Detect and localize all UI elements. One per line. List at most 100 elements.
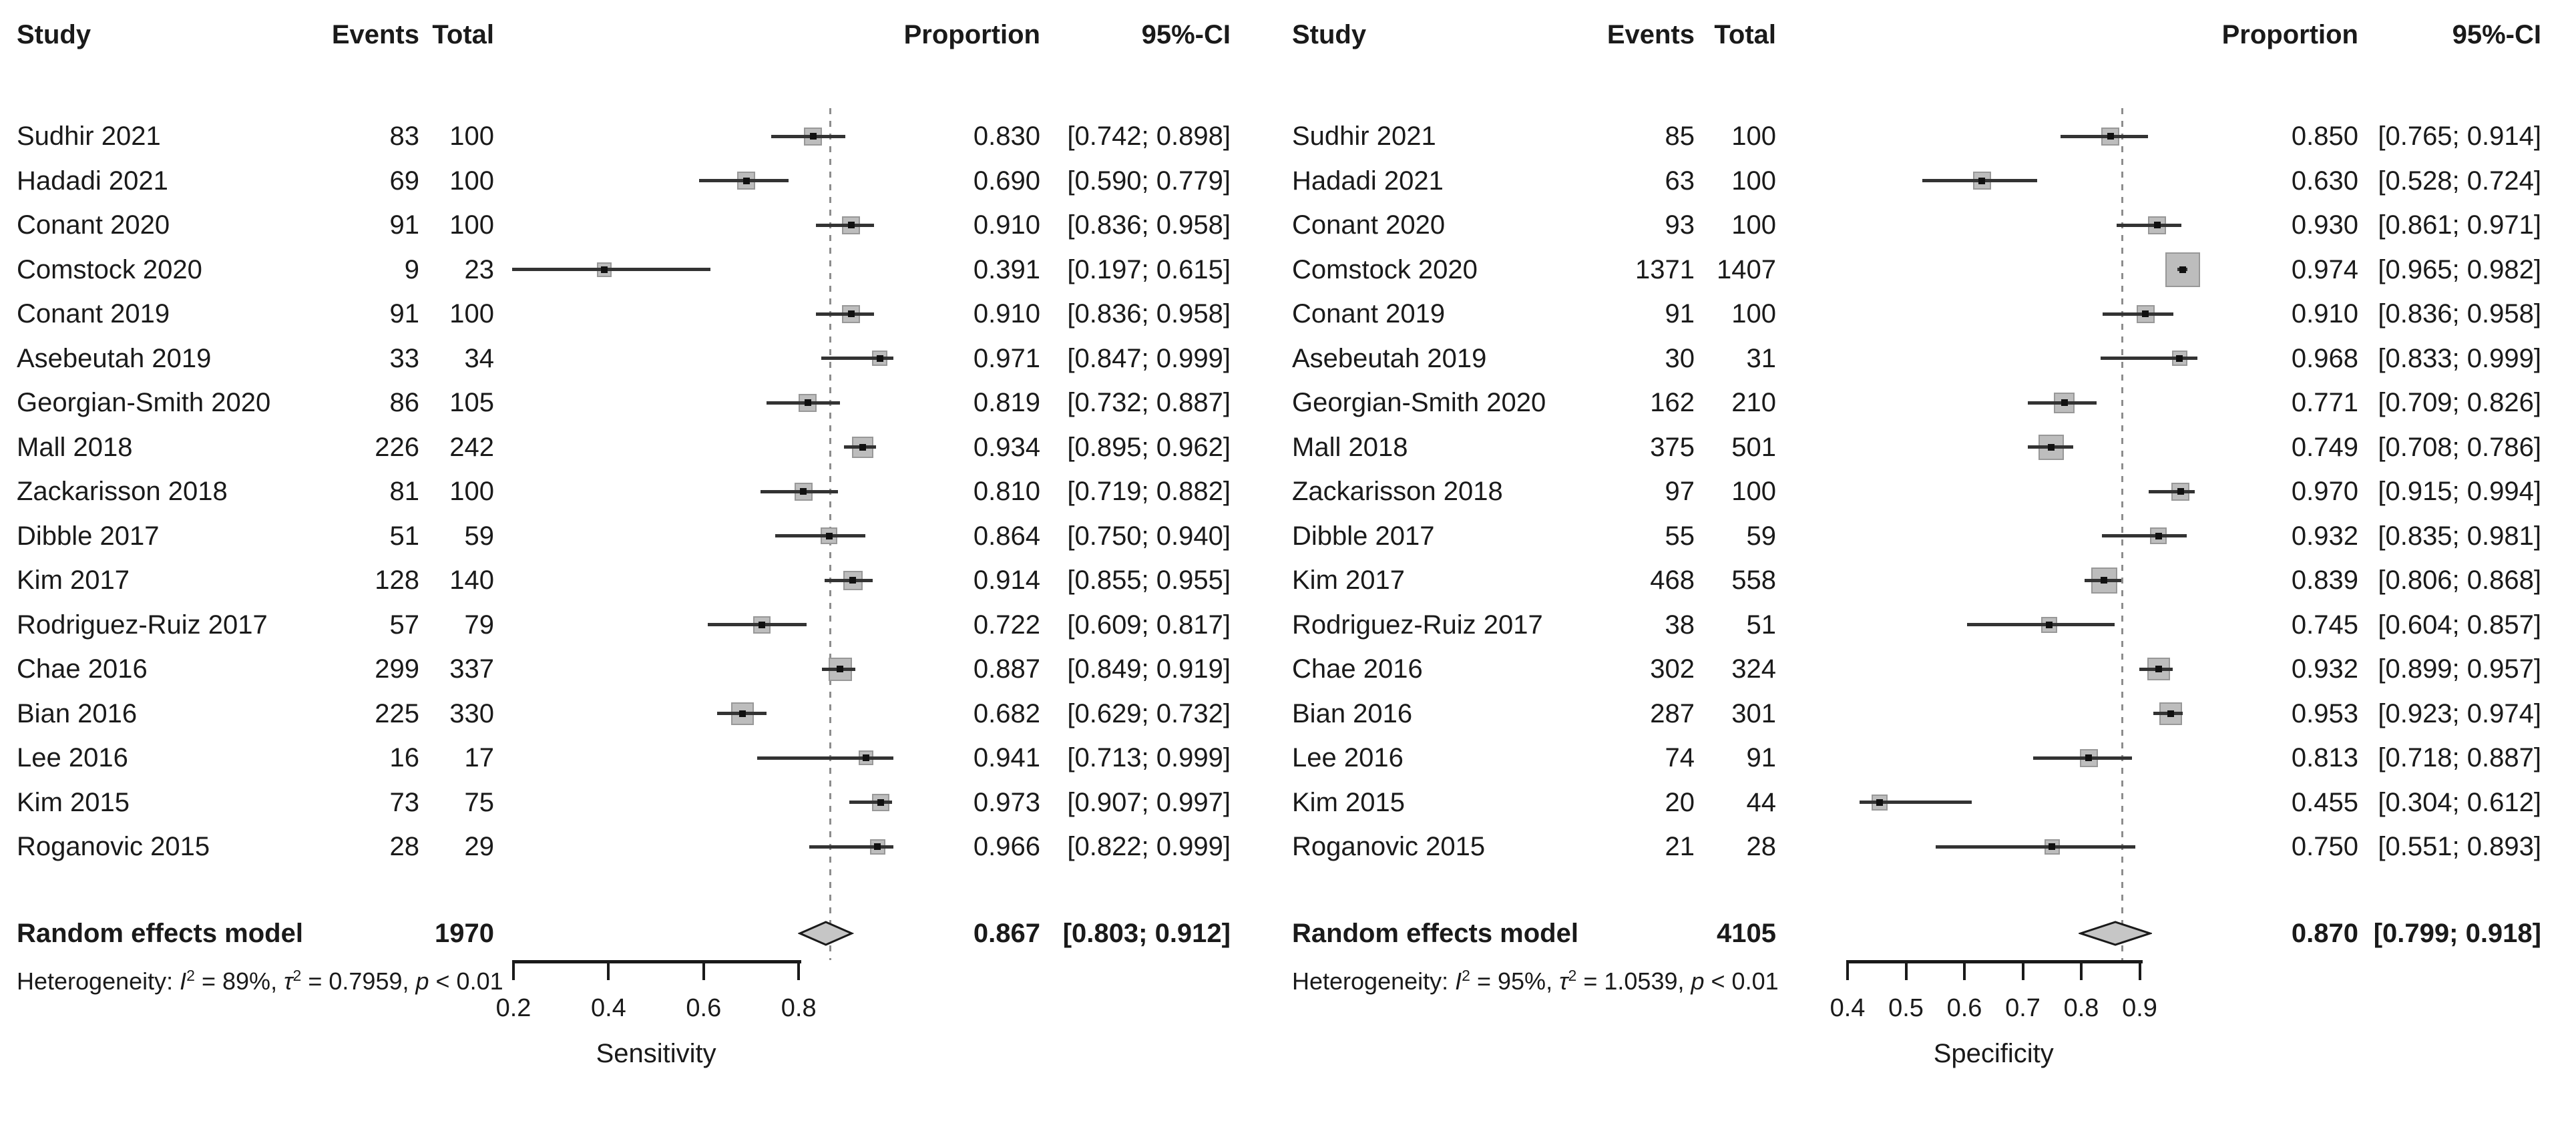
proportion-value: 0.745 [2291, 610, 2358, 640]
study-name: Asebeutah 2019 [17, 343, 212, 373]
point-estimate-marker [847, 222, 855, 228]
ci-value: [0.833; 0.999] [2378, 343, 2541, 373]
total-value: 91 [1746, 743, 1777, 772]
events-value: 91 [1665, 299, 1695, 328]
ci-value: [0.895; 0.962] [1067, 432, 1231, 462]
point-estimate-marker [2048, 443, 2055, 451]
column-header-events: Events [1606, 20, 1695, 49]
proportion-value: 0.953 [2291, 698, 2358, 728]
proportion-value: 0.968 [2291, 343, 2358, 373]
proportion-value: 0.887 [973, 654, 1040, 684]
ci-value: [0.304; 0.612] [2378, 787, 2541, 817]
ci-value: [0.849; 0.919] [1067, 654, 1231, 684]
study-name: Hadadi 2021 [17, 166, 168, 196]
ci-line [1966, 623, 2115, 626]
events-value: 1371 [1635, 254, 1695, 284]
het-eq: = [1470, 967, 1498, 995]
events-value: 63 [1665, 166, 1695, 196]
column-header-study: Study [1292, 20, 1367, 49]
ci-line [2061, 134, 2148, 138]
axis-tick-label: 0.5 [1888, 994, 1924, 1022]
proportion-value: 0.722 [973, 610, 1040, 640]
axis-tick [1904, 960, 1908, 980]
ci-line [2148, 489, 2195, 493]
events-value: 73 [389, 787, 420, 817]
total-value: 17 [464, 743, 495, 772]
point-estimate-marker [2101, 577, 2108, 584]
proportion-value: 0.771 [2291, 388, 2358, 417]
het-i2-value: 95% [1498, 967, 1546, 995]
point-estimate-marker [2153, 222, 2161, 228]
study-name: Comstock 2020 [17, 254, 202, 284]
total-value: 140 [449, 566, 494, 595]
study-name: Hadadi 2021 [1292, 166, 1444, 196]
point-estimate-marker [877, 799, 885, 806]
het-i2-value: 89% [222, 967, 271, 995]
ci-line [2101, 534, 2187, 537]
proportion-value: 0.971 [973, 343, 1040, 373]
ci-value: [0.629; 0.732] [1067, 698, 1231, 728]
study-name: Kim 2015 [17, 787, 130, 817]
study-name: Sudhir 2021 [17, 122, 161, 151]
ci-line [708, 623, 807, 626]
events-value: 51 [389, 521, 420, 551]
events-value: 97 [1665, 477, 1695, 506]
study-name: Zackarisson 2018 [1292, 477, 1503, 506]
het-p-symbol: p [415, 967, 429, 995]
point-estimate-marker [2176, 355, 2183, 362]
summary-label: Random effects model [17, 919, 303, 948]
ci-line [815, 312, 874, 316]
total-value: 75 [464, 787, 495, 817]
panel-sensitivity: Study Events Total Proportion 95%-CI Sud… [0, 0, 1273, 1125]
point-estimate-marker [2155, 532, 2162, 539]
column-header-total: Total [1714, 20, 1776, 49]
point-estimate-marker [825, 532, 833, 539]
proportion-value: 0.932 [2291, 521, 2358, 551]
axis-tick-label: 0.9 [2122, 994, 2157, 1022]
column-header-proportion: Proportion [2221, 20, 2358, 49]
point-estimate-marker [809, 133, 817, 140]
ci-line [809, 845, 893, 849]
ci-value: [0.855; 0.955] [1067, 566, 1231, 595]
ci-line [511, 268, 711, 271]
study-name: Kim 2015 [1292, 787, 1405, 817]
het-tau2-value: 0.7959 [329, 967, 403, 995]
ci-value: [0.732; 0.887] [1067, 388, 1231, 417]
summary-diamond [798, 921, 854, 946]
total-value: 51 [1746, 610, 1777, 640]
het-eq: = [301, 967, 329, 995]
ci-line [766, 401, 841, 405]
events-value: 16 [389, 743, 420, 772]
het-eq: = [194, 967, 222, 995]
point-estimate-marker [874, 843, 881, 850]
het-tau-symbol: τ [284, 967, 293, 995]
ci-value: [0.742; 0.898] [1067, 122, 1231, 151]
panel-specificity: Study Events Total Proportion 95%-CI Sud… [1273, 0, 2576, 1125]
total-value: 100 [1731, 299, 1776, 328]
point-estimate-marker [862, 754, 869, 761]
point-estimate-marker [837, 666, 844, 672]
x-axis-title: Specificity [1933, 1039, 2054, 1068]
het-p-value: < 0.01 [429, 967, 503, 995]
proportion-value: 0.839 [2291, 566, 2358, 595]
ci-value: [0.609; 0.817] [1067, 610, 1231, 640]
point-estimate-marker [2107, 133, 2114, 140]
events-value: 375 [1650, 432, 1695, 462]
proportion-value: 0.455 [2291, 787, 2358, 817]
ci-value: [0.907; 0.997] [1067, 787, 1231, 817]
total-value: 100 [1731, 166, 1776, 196]
axis-tick-label: 0.4 [590, 994, 626, 1022]
het-sep: , [270, 967, 284, 995]
ci-value: [0.709; 0.826] [2378, 388, 2541, 417]
column-header-ci: 95%-CI [2452, 20, 2541, 49]
total-value: 29 [464, 832, 495, 861]
het-p-symbol: p [1691, 967, 1705, 995]
column-header-events: Events [331, 20, 419, 49]
summary-diamond [2079, 921, 2153, 946]
ci-line [1860, 801, 1972, 804]
summary-ci: [0.799; 0.918] [2373, 919, 2541, 948]
het-tau-symbol: τ [1559, 967, 1568, 995]
ci-value: [0.750; 0.940] [1067, 521, 1231, 551]
events-value: 28 [389, 832, 420, 861]
